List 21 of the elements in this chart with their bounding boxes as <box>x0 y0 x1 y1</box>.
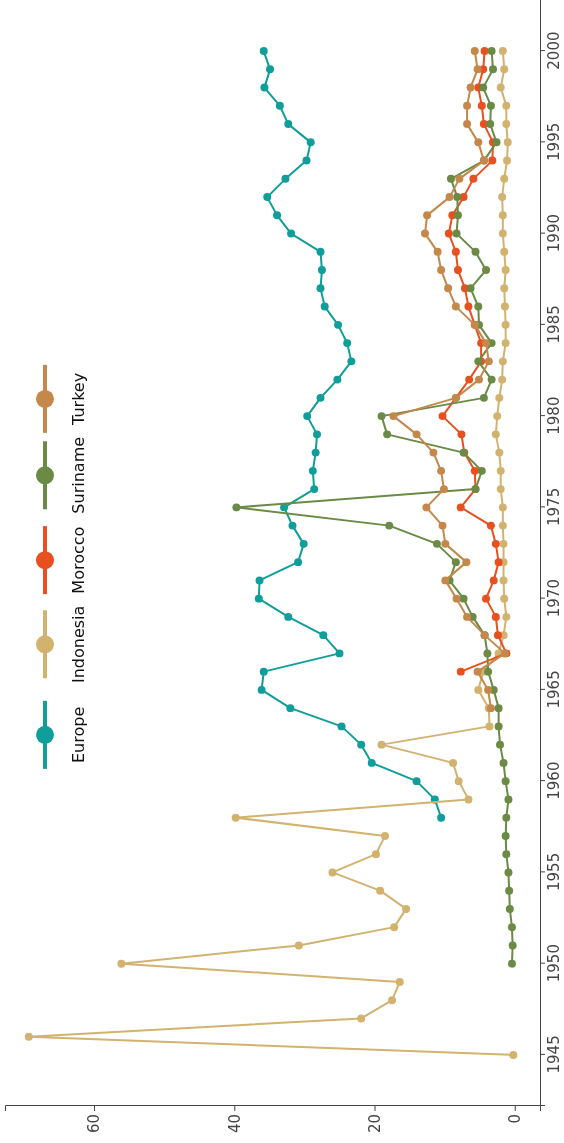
legend-label: Europe <box>69 706 88 763</box>
x-tick-label: 40 <box>225 1114 244 1134</box>
legend-label: Suriname <box>69 436 88 514</box>
legend-label: Morocco <box>69 526 88 594</box>
x-tick-label: 0 <box>506 1114 525 1124</box>
y-tick-label: 1960 <box>544 761 563 800</box>
y-tick-label: 1975 <box>544 487 563 526</box>
legend-label: Turkey <box>69 372 88 426</box>
y-tick-label: 1950 <box>544 944 563 983</box>
y-tick-label: 1995 <box>544 122 563 161</box>
y-tick-label: 1985 <box>544 305 563 344</box>
y-tick-label: 1965 <box>544 670 563 709</box>
y-tick-label: 1990 <box>544 214 563 253</box>
y-tick-label: 2000 <box>544 31 563 70</box>
y-tick-label: 1980 <box>544 396 563 435</box>
x-tick-label: 60 <box>85 1114 104 1134</box>
y-tick-label: 1955 <box>544 852 563 891</box>
y-tick-label: 1970 <box>544 579 563 618</box>
x-tick-label: 20 <box>365 1114 384 1134</box>
y-tick-label: 1945 <box>544 1035 563 1074</box>
legend-label: Indonesia <box>69 605 88 683</box>
